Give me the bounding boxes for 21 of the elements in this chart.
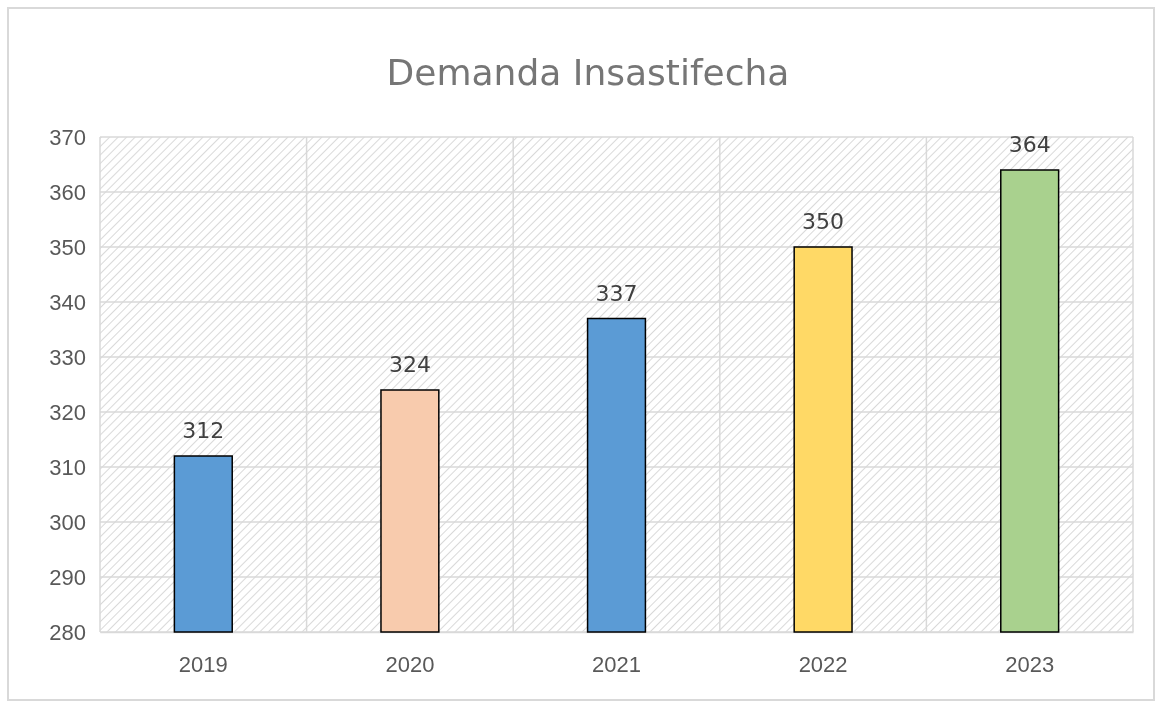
y-tick-label: 350: [49, 234, 86, 260]
y-tick-label: 300: [49, 509, 86, 535]
data-label: 337: [595, 280, 638, 306]
y-tick-label: 310: [49, 454, 86, 480]
x-tick-label: 2019: [178, 651, 228, 677]
data-label: 312: [182, 418, 225, 443]
y-tick-label: 360: [49, 179, 86, 205]
y-tick-label: 330: [49, 344, 86, 370]
y-tick-label: 280: [49, 619, 86, 645]
y-tick-label: 370: [49, 124, 86, 150]
x-tick-label: 2023: [1005, 651, 1055, 677]
x-tick-label: 2021: [592, 651, 641, 677]
data-label: 364: [1008, 132, 1051, 157]
x-tick-label: 2022: [798, 651, 848, 677]
y-tick-label: 340: [49, 289, 86, 315]
y-tick-label: 290: [49, 564, 86, 590]
data-label: 350: [802, 209, 845, 234]
x-tick-label: 2020: [385, 651, 435, 677]
y-tick-label: 320: [49, 399, 86, 425]
chart-title: Demanda Insastifecha: [386, 52, 790, 93]
data-label: 324: [388, 352, 431, 377]
